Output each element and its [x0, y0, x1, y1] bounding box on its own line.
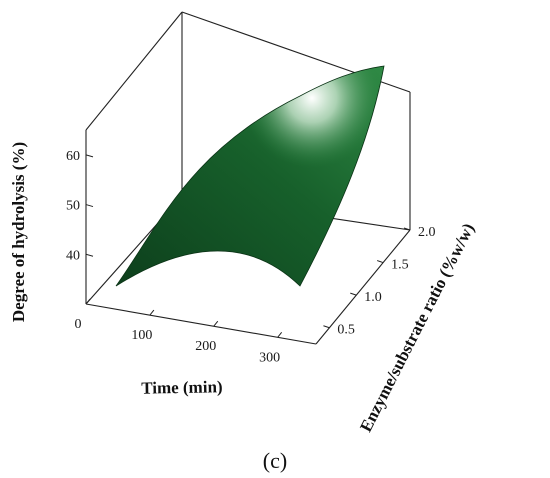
- z-tick: [85, 204, 94, 208]
- x-tick: [277, 332, 283, 338]
- z-tick-label: 40: [66, 248, 80, 263]
- x-axis-line: [85, 303, 317, 345]
- box-top-left-edge: [85, 11, 183, 131]
- y-tick-label: 2.0: [418, 225, 436, 240]
- panel-label: (c): [263, 448, 287, 473]
- y-axis-title: Enzyme/substrate ratio (%w/w): [356, 220, 478, 435]
- y-tick-label: 1.5: [391, 258, 409, 273]
- y-axis-line: [315, 229, 411, 345]
- tick-layer: 0 100 200 300 0.5 1.0 1.5 2.0 40 50 60: [66, 149, 436, 365]
- x-tick: [213, 320, 219, 327]
- y-tick: [350, 292, 357, 296]
- x-tick-label: 100: [131, 328, 152, 343]
- z-axis-title: Degree of hydrolysis (%): [9, 142, 28, 322]
- x-tick-label: 0: [75, 317, 82, 332]
- z-tick: [85, 253, 94, 257]
- y-tick-label: 0.5: [337, 323, 355, 338]
- y-tick-label: 1.0: [364, 290, 382, 305]
- x-tick-label: 300: [259, 350, 280, 365]
- surface-edge: [115, 65, 385, 287]
- x-tick-label: 200: [195, 339, 216, 354]
- y-tick: [403, 227, 411, 231]
- z-tick-label: 60: [66, 149, 80, 164]
- z-tick: [85, 154, 94, 158]
- x-tick: [85, 298, 91, 305]
- x-axis-title: Time (min): [141, 377, 223, 397]
- x-tick: [149, 309, 155, 316]
- y-tick: [376, 260, 384, 264]
- response-surface: [115, 65, 385, 287]
- z-tick-label: 50: [66, 199, 80, 214]
- surface-highlight: [116, 66, 384, 286]
- y-tick: [323, 325, 330, 329]
